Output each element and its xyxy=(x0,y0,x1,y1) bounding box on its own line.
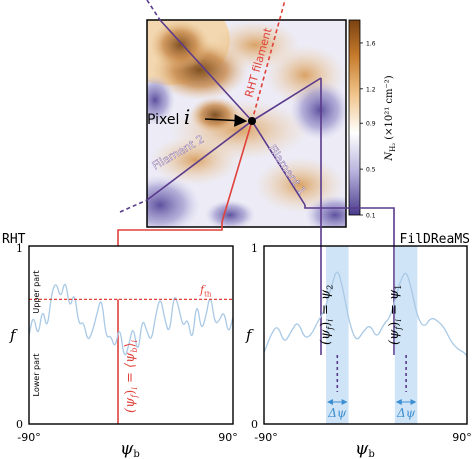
filament-1-leader xyxy=(304,205,395,355)
upper-part-label: Upper part xyxy=(32,270,41,313)
pixel-arrow xyxy=(204,114,248,127)
rht-filament-line xyxy=(221,0,286,223)
psi2-annotation: (ψf)i = ψ2 xyxy=(318,285,334,345)
filament-2-line xyxy=(119,77,322,213)
colorbar-tick-label: 1.6 xyxy=(366,40,376,47)
rht-ytick-top: 1 xyxy=(16,242,23,255)
colorbar-label: NH₂ (×10²¹ cm⁻²) xyxy=(384,75,397,161)
delta-psi-label-2: Δψ xyxy=(327,406,347,420)
rht-xtick-left: -90° xyxy=(17,431,40,444)
rht-ylabel: f xyxy=(9,326,18,344)
rht-xlabel: ψb xyxy=(120,439,140,459)
rht-panel-title: RHT xyxy=(2,232,26,247)
colorbar-tick-label: 0.9 xyxy=(366,121,376,128)
rht-histogram-curve xyxy=(29,283,233,356)
colorbar-tick-label: 1.2 xyxy=(366,86,376,93)
lower-part-label: Lower part xyxy=(32,354,41,397)
psi1-annotation: (ψf)i = ψ1 xyxy=(387,285,403,345)
rht-ytick-bottom: 0 xyxy=(16,418,23,431)
fildreams-panel-title: FilDReaMS xyxy=(400,232,470,247)
fildreams-xtick-left: -90° xyxy=(254,431,277,444)
colorbar: 0.1 0.5 0.9 1.2 1.6 NH₂ (×10²¹ cm⁻²) xyxy=(348,19,397,220)
delta-psi-label-1: Δψ xyxy=(396,406,416,420)
fildreams-ytick-bottom: 0 xyxy=(251,418,258,431)
pixel-marker xyxy=(248,117,256,125)
rht-leader xyxy=(117,222,223,424)
fildreams-xtick-right: 90° xyxy=(452,431,472,444)
fildreams-xlabel: ψb xyxy=(355,439,375,459)
fildreams-histogram-curve xyxy=(264,271,467,357)
fildreams-panel: FilDReaMS Δψ Δψ 1 0 f -90° 90° ψb (ψf)i … xyxy=(245,232,472,459)
rht-xtick-right: 90° xyxy=(218,431,238,444)
rht-annotation: (ψf)i = ⟨ψb⟩i xyxy=(123,339,139,413)
fildreams-ylabel: f xyxy=(245,326,254,344)
colorbar-tick-label: 0.5 xyxy=(366,167,376,174)
fildreams-ytick-top: 1 xyxy=(251,242,258,255)
threshold-label: fth xyxy=(199,283,212,298)
pixel-label: Pixel i xyxy=(147,105,190,129)
colorbar-tick-label: 0.1 xyxy=(366,213,376,220)
rht-panel: RHT fth Upper part Lower part 1 0 f -90°… xyxy=(2,232,238,459)
filament-1-line xyxy=(146,0,306,206)
